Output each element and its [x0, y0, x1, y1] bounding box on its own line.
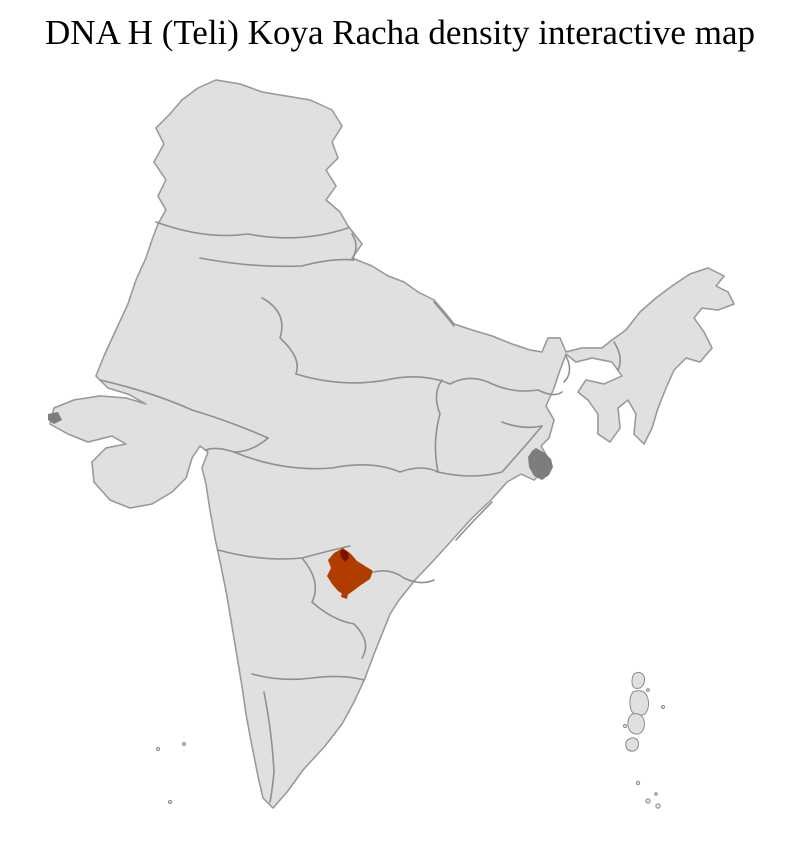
district-core-medium-speck[interactable] — [341, 592, 348, 599]
india-landmass[interactable] — [48, 79, 735, 809]
district-kutch-tip[interactable] — [48, 412, 62, 424]
district-core-medium[interactable] — [327, 548, 373, 596]
district-core-high[interactable] — [340, 549, 349, 562]
district-bengal-delta[interactable] — [528, 448, 553, 480]
state-borders — [99, 221, 622, 803]
andaman-nicobar-islands[interactable] — [622, 671, 666, 809]
lakshadweep-islands[interactable] — [156, 742, 186, 804]
map-title: DNA H (Teli) Koya Racha density interact… — [45, 13, 755, 52]
